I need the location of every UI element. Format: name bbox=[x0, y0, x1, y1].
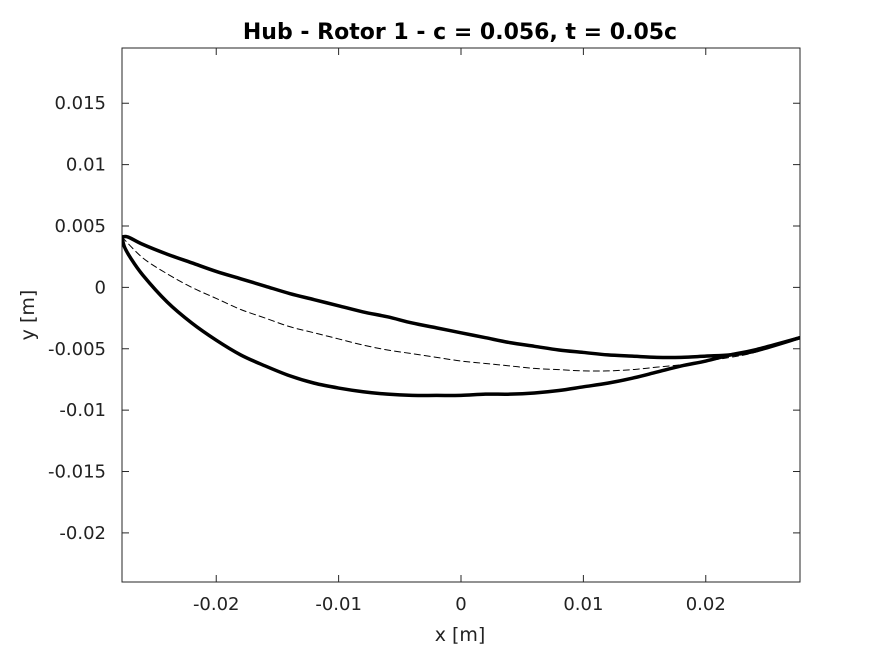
y-tick-label: -0.005 bbox=[48, 339, 106, 360]
pressure-surface-line bbox=[122, 235, 800, 398]
y-tick-label: 0 bbox=[95, 277, 106, 298]
suction-surface-line bbox=[122, 234, 800, 360]
plot-frame bbox=[121, 47, 801, 583]
y-tick-label: -0.01 bbox=[59, 400, 106, 421]
y-tick-label: 0.015 bbox=[54, 93, 106, 114]
y-tick-label: -0.015 bbox=[48, 462, 106, 483]
x-tick-label: -0.02 bbox=[193, 594, 240, 615]
x-tick-label: 0 bbox=[455, 594, 466, 615]
chart-title: Hub - Rotor 1 - c = 0.056, t = 0.05c bbox=[243, 20, 677, 45]
x-tick-label: 0.01 bbox=[563, 594, 603, 615]
x-axis-label: x [m] bbox=[435, 624, 486, 646]
y-tick-label: 0.01 bbox=[66, 155, 106, 176]
x-tick-label: 0.02 bbox=[686, 594, 726, 615]
plot-area: -0.02 -0.01 0 0.01 0.02 0.015 0.01 0.005 0 -0.005… bbox=[48, 47, 801, 615]
y-axis-label: y [m] bbox=[17, 290, 39, 341]
y-tick-label: -0.02 bbox=[59, 523, 106, 544]
x-tick-label: -0.01 bbox=[315, 594, 362, 615]
y-tick-label: 0.005 bbox=[54, 216, 106, 237]
camber-line bbox=[122, 236, 800, 372]
